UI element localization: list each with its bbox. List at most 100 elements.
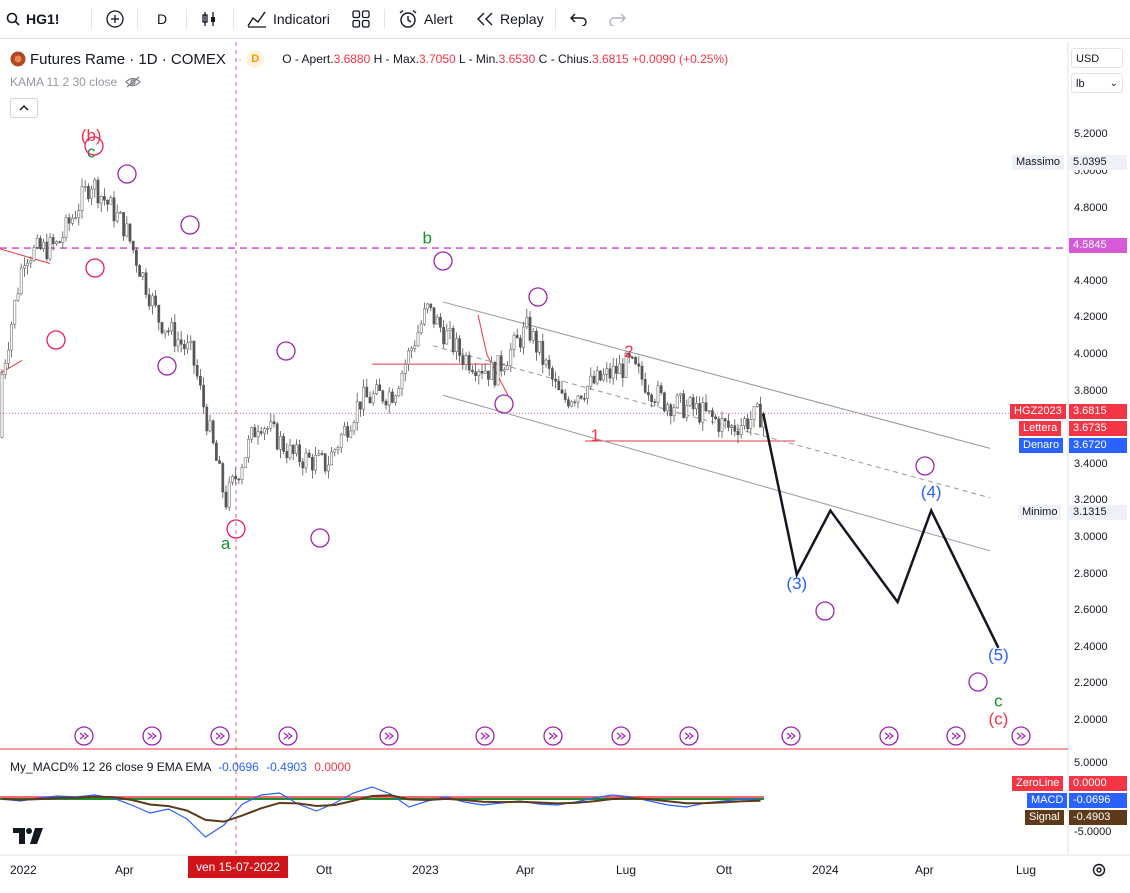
candle-body (410, 348, 413, 352)
channel-lower-line (442, 394, 991, 552)
candle-body (711, 410, 714, 418)
candle-body (23, 265, 26, 269)
unit-value: lb (1076, 78, 1085, 90)
candle-body (717, 418, 721, 432)
settings-gear-icon[interactable] (1091, 862, 1107, 878)
low-label: L - Min. (459, 52, 499, 66)
indicators-button[interactable]: Indicatori (247, 0, 330, 38)
candle-body (307, 452, 311, 458)
candle-body (599, 370, 602, 381)
candle-body (467, 355, 471, 371)
candle-body (579, 395, 583, 399)
wave-circle-marker (968, 672, 988, 692)
candle-body (304, 452, 308, 469)
candle-body (490, 362, 493, 380)
candle-body (695, 403, 698, 410)
candle-body (83, 185, 87, 188)
event-marker-arrow (215, 732, 225, 740)
indicators-icon (247, 11, 266, 28)
wave-label: (b) (81, 126, 102, 145)
candle-body (499, 355, 503, 372)
massimo-tag-label: Massimo (1012, 155, 1065, 170)
compare-button[interactable] (105, 0, 125, 38)
signal-line (1, 794, 761, 823)
wave-circle-marker (815, 601, 835, 621)
candle-body (688, 397, 692, 406)
wave-label: 2 (624, 342, 633, 361)
trendline-left (0, 248, 51, 264)
currency-select[interactable]: USD (1071, 48, 1123, 68)
replay-button[interactable]: Replay (476, 0, 544, 38)
wave-circle-marker (180, 215, 200, 235)
time-label-ott22: Ott (316, 863, 333, 877)
candle-body (544, 359, 548, 365)
market-status-badge[interactable]: D (246, 50, 265, 68)
wave-label: (c) (988, 710, 1008, 729)
candle-body (55, 241, 58, 245)
level-tag-value: 4.5845 (1069, 238, 1127, 253)
candle-body (403, 363, 407, 374)
layouts-button[interactable] (352, 0, 370, 38)
interval-button[interactable]: D (157, 0, 167, 38)
candle-body (535, 331, 538, 353)
macd-line (1, 786, 761, 838)
candle-body (701, 402, 705, 423)
candle-body (733, 425, 737, 432)
unit-select[interactable]: lb ⌄ (1071, 73, 1123, 93)
candle-body (330, 451, 333, 466)
candle-body (477, 371, 481, 377)
candle-body (29, 260, 33, 264)
crosshair-date-label: ven 15-07-2022 (188, 856, 288, 878)
candle-body (624, 353, 628, 379)
trendline-left-lower (0, 360, 23, 374)
macd-tag-value: -0.0696 (1069, 793, 1127, 808)
close-value: 3.6815 (591, 52, 629, 66)
candle-body (135, 249, 138, 266)
eye-hidden-icon[interactable] (125, 76, 142, 88)
kama-legend[interactable]: KAMA 11 2 30 close (10, 75, 142, 89)
candle-body (640, 365, 644, 380)
candle-body (183, 344, 186, 350)
candle-body (669, 404, 673, 417)
candle-body (221, 463, 225, 493)
candle-body (151, 295, 154, 307)
candle-body (528, 316, 532, 341)
undo-button[interactable] (570, 0, 588, 38)
alert-button[interactable]: Alert (398, 0, 453, 38)
candle-body (743, 418, 746, 426)
candle-body (320, 453, 324, 455)
candle-body (576, 395, 580, 403)
redo-button[interactable] (608, 0, 626, 38)
candle-body (519, 337, 522, 348)
candle-body (87, 185, 90, 199)
wave-circle-marker (84, 136, 104, 156)
candle-body (42, 241, 45, 249)
collapse-legend-button[interactable] (10, 98, 38, 118)
candle-body (423, 308, 426, 325)
chart-type-button[interactable] (200, 0, 218, 38)
time-label-2024: 2024 (812, 863, 839, 877)
open-value: 3.6880 (333, 52, 371, 66)
candle-body (96, 179, 100, 204)
legend-title: Futures Rame · 1D · COMEX (30, 50, 226, 68)
macd-legend[interactable]: My_MACD% 12 26 close 9 EMA EMA -0.0696 -… (10, 760, 351, 774)
candle-body (163, 330, 167, 334)
candle-body (643, 379, 647, 393)
candle-body (650, 394, 653, 402)
wave-circle-marker (157, 356, 177, 376)
symbol-search[interactable]: HG1! (6, 0, 59, 38)
candles-icon (202, 12, 215, 26)
candle-body (58, 241, 61, 243)
candle-body (170, 322, 173, 332)
candle-body (77, 210, 81, 218)
wave-circle-marker (310, 528, 330, 548)
candle-body (103, 196, 106, 201)
candle-body (739, 425, 743, 436)
candle-body (125, 223, 129, 237)
candle-body (279, 436, 282, 450)
time-label-2023: 2023 (412, 863, 439, 877)
candle-body (522, 326, 525, 348)
candle-body (32, 246, 36, 261)
candle-body (138, 265, 141, 277)
